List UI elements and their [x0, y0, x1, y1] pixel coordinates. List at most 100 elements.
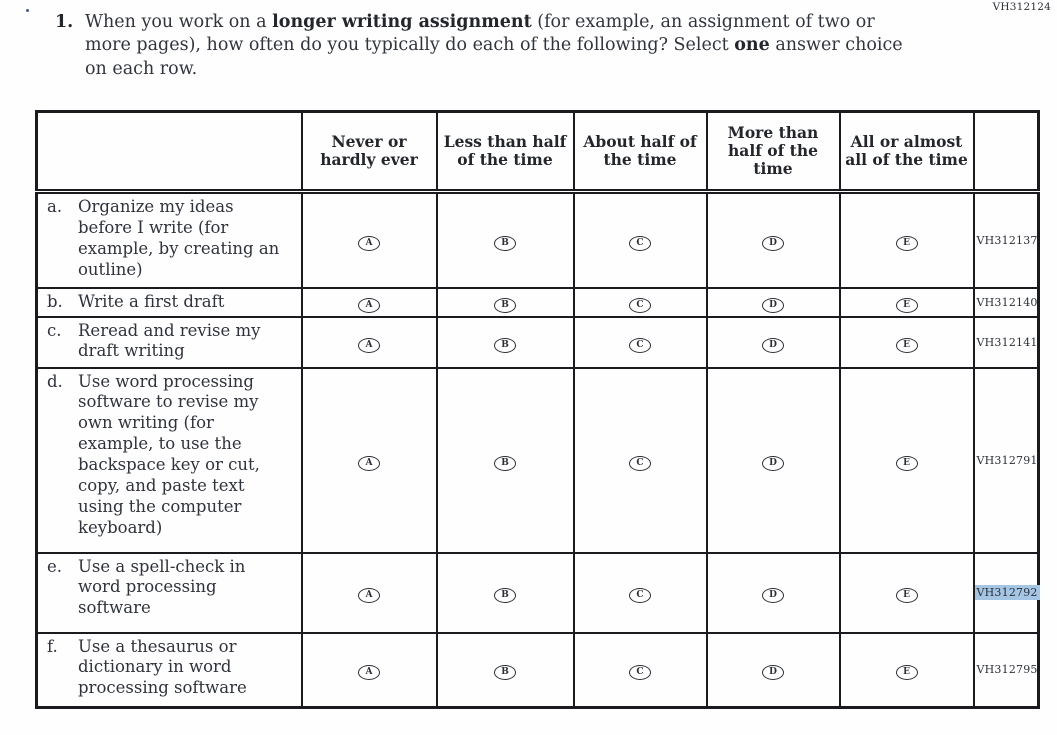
- row-letter: c.: [47, 320, 62, 340]
- answer-bubble-d[interactable]: D: [762, 588, 784, 603]
- bubble-cell-d: D: [705, 366, 841, 554]
- answer-bubble-a[interactable]: A: [358, 588, 380, 603]
- question-text-bold2: one: [734, 35, 770, 56]
- bubble-cell-d: D: [705, 631, 841, 709]
- header-never-or-hardly-ever: Never or hardly ever: [300, 110, 438, 194]
- bubble-cell-c: C: [572, 366, 708, 554]
- question-text-bold1: longer writing assignment: [272, 12, 532, 32]
- bubble-cell-c: C: [572, 286, 708, 318]
- table-row: b. Write a first draft A B C D E VH312140: [35, 286, 1040, 318]
- answer-bubble-c[interactable]: C: [629, 455, 651, 471]
- table-row: e. Use a spell-check in word processing s…: [35, 551, 1040, 634]
- answer-bubble-a[interactable]: A: [358, 297, 380, 313]
- bubble-cell-a: A: [300, 631, 438, 709]
- row-stem-cell: f. Use a thesaurus or dictionary in word …: [35, 631, 303, 709]
- bubble-cell-e: E: [838, 286, 975, 318]
- bubble-cell-a: A: [300, 286, 438, 318]
- row-label: Write a first draft: [78, 291, 225, 311]
- bubble-cell-b: B: [435, 551, 575, 634]
- item-code-cell: VH312141: [972, 315, 1040, 369]
- item-code: VH312795: [976, 663, 1038, 677]
- bubble-cell-b: B: [435, 366, 575, 554]
- answer-bubble-e[interactable]: E: [895, 665, 918, 681]
- bubble-cell-e: E: [838, 366, 975, 554]
- item-code: VH312140: [976, 295, 1038, 309]
- table-header-row: Never or hardly ever Less than half of t…: [35, 110, 1040, 194]
- answer-bubble-a[interactable]: A: [358, 455, 380, 471]
- answer-bubble-e[interactable]: E: [895, 235, 918, 251]
- answer-bubble-d[interactable]: D: [762, 455, 784, 471]
- answer-bubble-e[interactable]: E: [895, 337, 918, 353]
- answer-bubble-d[interactable]: D: [762, 235, 784, 251]
- header-more-than-half: More than half of the time: [705, 110, 841, 194]
- row-letter: b.: [47, 291, 63, 311]
- stray-dot-artifact: [26, 9, 29, 12]
- header-about-half: About half of the time: [572, 110, 708, 194]
- question-block: 1. When you work on a longer writing ass…: [55, 11, 923, 81]
- answer-bubble-d[interactable]: D: [762, 665, 784, 681]
- page-form-code: VH312124: [992, 1, 1051, 13]
- answer-bubble-c[interactable]: C: [629, 337, 651, 353]
- answer-bubble-a[interactable]: A: [358, 337, 380, 353]
- row-letter: a.: [47, 197, 63, 216]
- item-code-cell: VH312137: [972, 190, 1040, 289]
- item-code: VH312791: [976, 453, 1038, 467]
- row-label: Organize my ideas before I write (for ex…: [78, 197, 280, 279]
- item-code-cell: VH312140: [972, 286, 1040, 318]
- row-stem-cell: e. Use a spell-check in word processing s…: [35, 551, 303, 634]
- bubble-cell-e: E: [838, 190, 975, 289]
- item-code-cell: VH312792: [972, 551, 1040, 634]
- row-label: Use a spell-check in word processing sof…: [78, 556, 246, 618]
- item-code-cell: VH312795: [972, 631, 1040, 709]
- bubble-cell-b: B: [435, 631, 575, 709]
- question-text: When you work on a longer writing assign…: [85, 11, 923, 81]
- header-blank-stem: [35, 110, 303, 194]
- header-blank-code: [972, 110, 1040, 194]
- row-stem-cell: d. Use word processing software to revise…: [35, 366, 303, 554]
- question-text-part2: (for example, an assignment of two or mo…: [85, 12, 875, 56]
- answer-bubble-a[interactable]: A: [358, 235, 380, 251]
- question-table-body: a. Organize my ideas before I write (for …: [35, 190, 1040, 709]
- bubble-cell-a: A: [300, 551, 438, 634]
- bubble-cell-b: B: [435, 286, 575, 318]
- question-text-part1: When you work on a: [85, 12, 273, 32]
- row-stem-cell: a. Organize my ideas before I write (for …: [35, 190, 303, 289]
- row-label: Use a thesaurus or dictionary in word pr…: [78, 636, 247, 698]
- bubble-cell-d: D: [705, 286, 841, 318]
- bubble-cell-b: B: [435, 190, 575, 289]
- answer-bubble-b[interactable]: B: [494, 665, 516, 681]
- answer-bubble-c[interactable]: C: [629, 588, 651, 603]
- answer-bubble-e[interactable]: E: [895, 297, 918, 313]
- bubble-cell-e: E: [838, 315, 975, 369]
- answer-bubble-e[interactable]: E: [895, 455, 918, 471]
- header-less-than-half: Less than half of the time: [435, 110, 575, 194]
- item-code-highlighted: VH312792: [974, 585, 1040, 600]
- answer-bubble-e[interactable]: E: [895, 588, 918, 603]
- row-label: Reread and revise my draft writing: [78, 320, 261, 361]
- bubble-cell-a: A: [300, 366, 438, 554]
- answer-bubble-c[interactable]: C: [629, 235, 651, 251]
- bubble-cell-c: C: [572, 551, 708, 634]
- table-row: d. Use word processing software to revise…: [35, 366, 1040, 554]
- row-stem-cell: b. Write a first draft: [35, 286, 303, 318]
- response-matrix-table: Never or hardly ever Less than half of t…: [35, 110, 1040, 709]
- answer-bubble-b[interactable]: B: [494, 235, 516, 251]
- answer-bubble-b[interactable]: B: [494, 337, 516, 353]
- answer-bubble-c[interactable]: C: [629, 297, 651, 313]
- bubble-cell-d: D: [705, 190, 841, 289]
- answer-bubble-d[interactable]: D: [762, 337, 784, 353]
- answer-bubble-b[interactable]: B: [494, 297, 516, 313]
- bubble-cell-e: E: [838, 551, 975, 634]
- item-code-cell: VH312791: [972, 366, 1040, 554]
- row-letter: d.: [47, 371, 63, 391]
- bubble-cell-c: C: [572, 631, 708, 709]
- item-code: VH312137: [976, 233, 1038, 247]
- answer-bubble-a[interactable]: A: [358, 665, 380, 681]
- answer-bubble-b[interactable]: B: [494, 588, 516, 603]
- bubble-cell-c: C: [572, 315, 708, 369]
- answer-bubble-d[interactable]: D: [762, 297, 784, 313]
- answer-bubble-b[interactable]: B: [494, 455, 516, 471]
- answer-bubble-c[interactable]: C: [629, 665, 651, 681]
- bubble-cell-a: A: [300, 190, 438, 289]
